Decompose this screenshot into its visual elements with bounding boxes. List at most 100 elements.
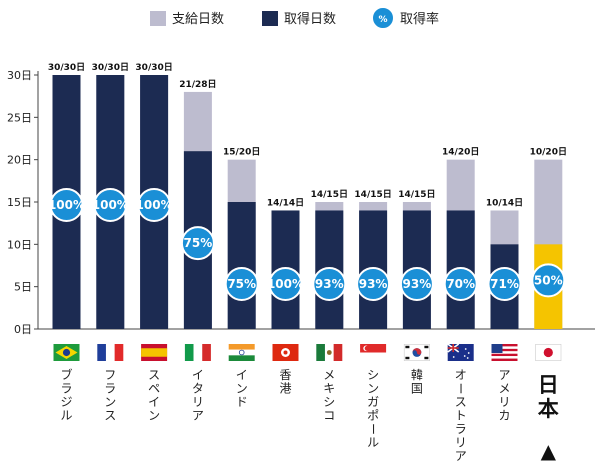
bar-group: 14/15日 93% (354, 189, 392, 329)
usa-flag (491, 344, 518, 361)
svg-text:本: 本 (538, 397, 559, 421)
bar-value-label: 14/20日 (442, 147, 479, 158)
rate-circle (268, 267, 303, 301)
svg-text:イ: イ (148, 395, 160, 409)
bar-group: 15/20日 75% (223, 147, 260, 329)
italy-flag (184, 344, 211, 361)
bar-value-label: 10/20日 (530, 147, 567, 158)
rate-label: 100% (267, 277, 304, 291)
y-tick-label: 20日 (7, 154, 32, 167)
legend-swatch-granted (150, 11, 166, 26)
bar-value-label: 30/30日 (48, 62, 85, 73)
svg-text:ン: ン (148, 409, 160, 423)
svg-text:ラ: ラ (455, 422, 467, 436)
bar-value-label: 10/14日 (486, 197, 523, 208)
bar-value-label: 14/14日 (267, 197, 304, 208)
legend-item-granted: 支給日数 (150, 11, 224, 27)
bar-group: 10/14日 71% (486, 197, 523, 329)
svg-text:ス: ス (455, 395, 467, 409)
svg-text:リ: リ (192, 395, 204, 409)
bar-group: 14/15日 93% (311, 189, 348, 329)
svg-text:イ: イ (192, 368, 204, 382)
rate-circle (49, 188, 84, 222)
highlight-marker: ▲ (541, 439, 557, 463)
legend-label-granted: 支給日数 (172, 12, 224, 27)
legend-swatch-taken (262, 11, 278, 26)
bar-group: 21/28日 75% (179, 79, 217, 329)
category-labels: ブラジルフランススペインイタリアインド香港メキシコシンガポール韓国オーストラリア… (60, 367, 558, 463)
rate-circle (312, 267, 347, 301)
svg-text:メ: メ (498, 382, 510, 396)
y-tick-label: 30日 (7, 69, 32, 82)
legend-swatch-rate (371, 6, 395, 30)
bars: 30/30日100%30/30日100%30/30日100%21/28日75%1… (48, 62, 567, 329)
svg-text:ペ: ペ (148, 382, 160, 396)
svg-text:日: 日 (538, 373, 559, 397)
svg-text:ガ: ガ (367, 395, 379, 409)
bar-value-label: 30/30日 (135, 62, 172, 73)
svg-text:港: 港 (279, 382, 291, 396)
rate-label: 75% (184, 236, 213, 250)
svg-text:ア: ア (498, 368, 510, 382)
hongkong-flag (272, 344, 299, 361)
rate-circle (443, 267, 478, 301)
svg-text:タ: タ (192, 382, 204, 396)
bar-group: 10/20日 50% (530, 147, 567, 329)
rate-label: 93% (359, 277, 388, 291)
svg-text:ン: ン (367, 382, 379, 396)
korea-flag (403, 344, 430, 361)
y-tick-label: 10日 (7, 238, 32, 251)
y-tick-label: 5日 (14, 281, 32, 294)
bar-value-label: 14/15日 (311, 189, 348, 200)
y-tick-label: 15日 (7, 196, 32, 209)
y-tick-label: 25日 (7, 111, 32, 124)
y-tick-label: 0日 (14, 323, 32, 336)
svg-text:フ: フ (104, 368, 116, 382)
rate-circle (137, 188, 172, 222)
svg-text:ポ: ポ (367, 409, 379, 423)
category-label: 香港 (279, 368, 291, 396)
svg-text:シ: シ (367, 368, 379, 382)
svg-text:ー: ー (454, 382, 468, 394)
bar-group: 30/30日 100% (92, 62, 129, 329)
svg-text:リ: リ (455, 436, 467, 450)
spain-flag (141, 344, 168, 361)
legend-item-rate: % 取得率 (371, 6, 439, 30)
rate-label: 93% (315, 277, 344, 291)
bar-value-label: 14/15日 (398, 189, 435, 200)
category-label: 日本 ▲ (538, 373, 559, 463)
svg-text:ル: ル (367, 436, 379, 450)
svg-text:ト: ト (455, 409, 467, 423)
svg-text:ジ: ジ (60, 395, 72, 409)
bar-taken (227, 202, 256, 329)
legend-label-taken: 取得日数 (284, 11, 336, 27)
mexico-flag (316, 344, 343, 361)
rate-label: 93% (403, 277, 432, 291)
category-label: インド (236, 368, 248, 409)
legend: 支給日数 取得日数 % 取得率 (150, 6, 439, 30)
legend-label-rate: 取得率 (400, 11, 439, 27)
flags (53, 343, 562, 361)
rate-label: 100% (136, 198, 173, 212)
svg-text:ル: ル (60, 409, 72, 423)
bar-group: 14/14日 100% (267, 197, 304, 329)
svg-text:ス: ス (148, 368, 160, 382)
bar-group: 30/30日 100% (135, 62, 173, 329)
svg-text:韓: 韓 (411, 368, 423, 382)
svg-text:イ: イ (236, 368, 248, 382)
france-flag (97, 344, 124, 361)
category-label: 韓国 (411, 368, 423, 396)
bar-value-label: 15/20日 (223, 147, 260, 158)
svg-text:ラ: ラ (104, 382, 116, 396)
svg-text:ス: ス (104, 409, 116, 423)
svg-text:ブ: ブ (60, 367, 72, 382)
bar-value-label: 30/30日 (92, 62, 129, 73)
bar-value-label: 14/15日 (354, 189, 391, 200)
bar-group: 30/30日 100% (48, 62, 85, 329)
